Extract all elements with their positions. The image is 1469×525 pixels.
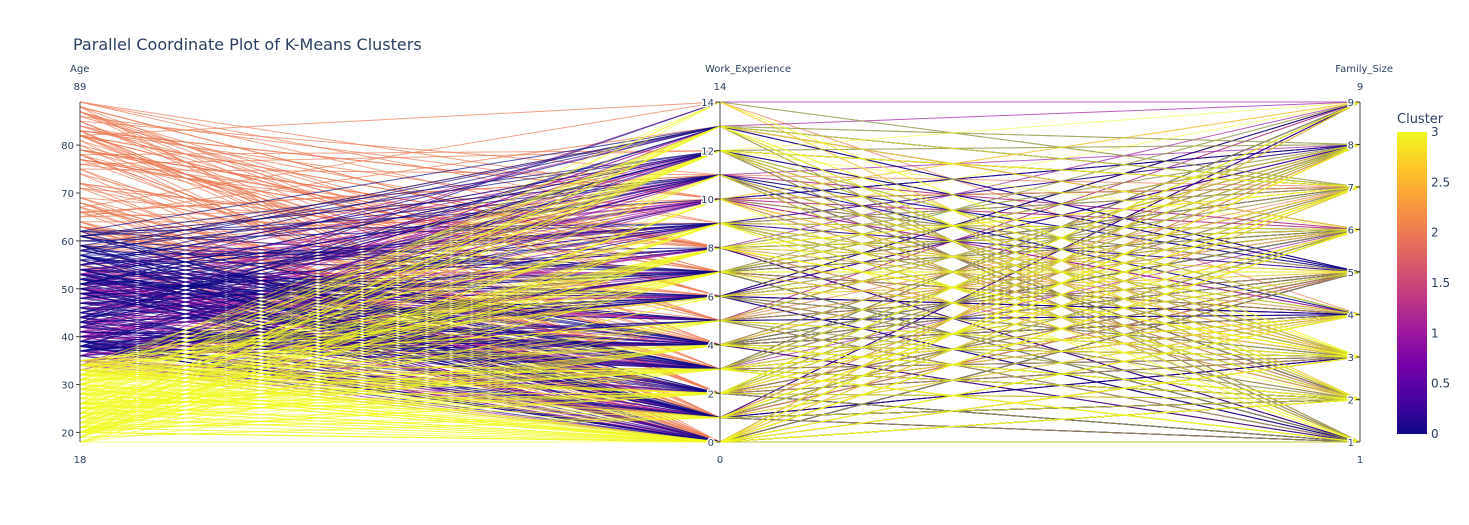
axis-tick-label: 3 [1348,353,1354,364]
axis-tick-label: 8 [708,244,714,255]
axis-tick-label: 4 [1348,311,1354,322]
axis-tick-label: 6 [1348,226,1354,237]
axis-tick-label: 5 [1348,268,1354,279]
colorbar-tick-label: 2.5 [1431,175,1450,189]
axis-range-min: 0 [717,455,723,466]
axis-range-max: 9 [1357,82,1363,93]
axis-tick-label: 20 [61,428,74,439]
colorbar-title: Cluster [1397,112,1444,127]
colorbar-tick-label: 2 [1431,226,1439,240]
axis-tick-label: 50 [61,285,74,296]
axis-tick-label: 80 [61,141,74,152]
polylines-layer [79,101,1361,443]
axes-layer: Age891820304050607080Work_Experience1400… [60,64,1393,466]
axis-tick-label: 7 [1348,183,1354,194]
axis-tick-label: 9 [1348,98,1354,109]
axis-tick-label: 2 [1348,396,1354,407]
axis-tick-label: 40 [61,333,74,344]
chart-title: Parallel Coordinate Plot of K-Means Clus… [73,35,422,54]
axis-tick-label: 6 [708,292,714,303]
colorbar-gradient [1397,132,1427,434]
axis-tick-label: 0 [708,438,714,449]
colorbar-tick-label: 1 [1431,326,1439,340]
colorbar-tick-label: 0.5 [1431,377,1450,391]
axis-tick-label: 12 [701,147,714,158]
axis-range-min: 1 [1357,455,1363,466]
axis-family-size[interactable]: Family_Size 9 11 2 3 4 5 6 7 8 9 [1335,64,1393,466]
axis-tick-label: 14 [701,98,714,109]
colorbar: Cluster 0 0.5 1 1.5 2 2.5 3 [1397,112,1450,441]
axis-work-experience[interactable]: Work_Experience 14 00 2 4 6 8 10 12 14 [700,64,791,466]
axis-tick-label: 4 [708,341,714,352]
axis-tick-label: 2 [708,389,714,400]
axis-title: Age [70,64,89,75]
colorbar-tick-label: 0 [1431,427,1439,441]
axis-title: Work_Experience [705,64,791,75]
axis-tick-label: 30 [61,381,74,392]
axis-tick-label: 8 [1348,141,1354,152]
axis-tick-label: 60 [61,237,74,248]
axis-tick-label: 10 [701,195,714,206]
axis-range-max: 14 [714,82,727,93]
colorbar-tick-label: 3 [1431,125,1439,139]
axis-title: Family_Size [1335,64,1393,75]
axis-tick-label: 1 [1348,438,1354,449]
axis-range-max: 89 [74,82,87,93]
colorbar-tick-label: 1.5 [1431,276,1450,290]
axis-age[interactable]: Age 89 18 20 30 40 50 60 70 80 [60,64,90,466]
axis-range-min: 18 [74,455,87,466]
axis-tick-label: 70 [61,189,74,200]
